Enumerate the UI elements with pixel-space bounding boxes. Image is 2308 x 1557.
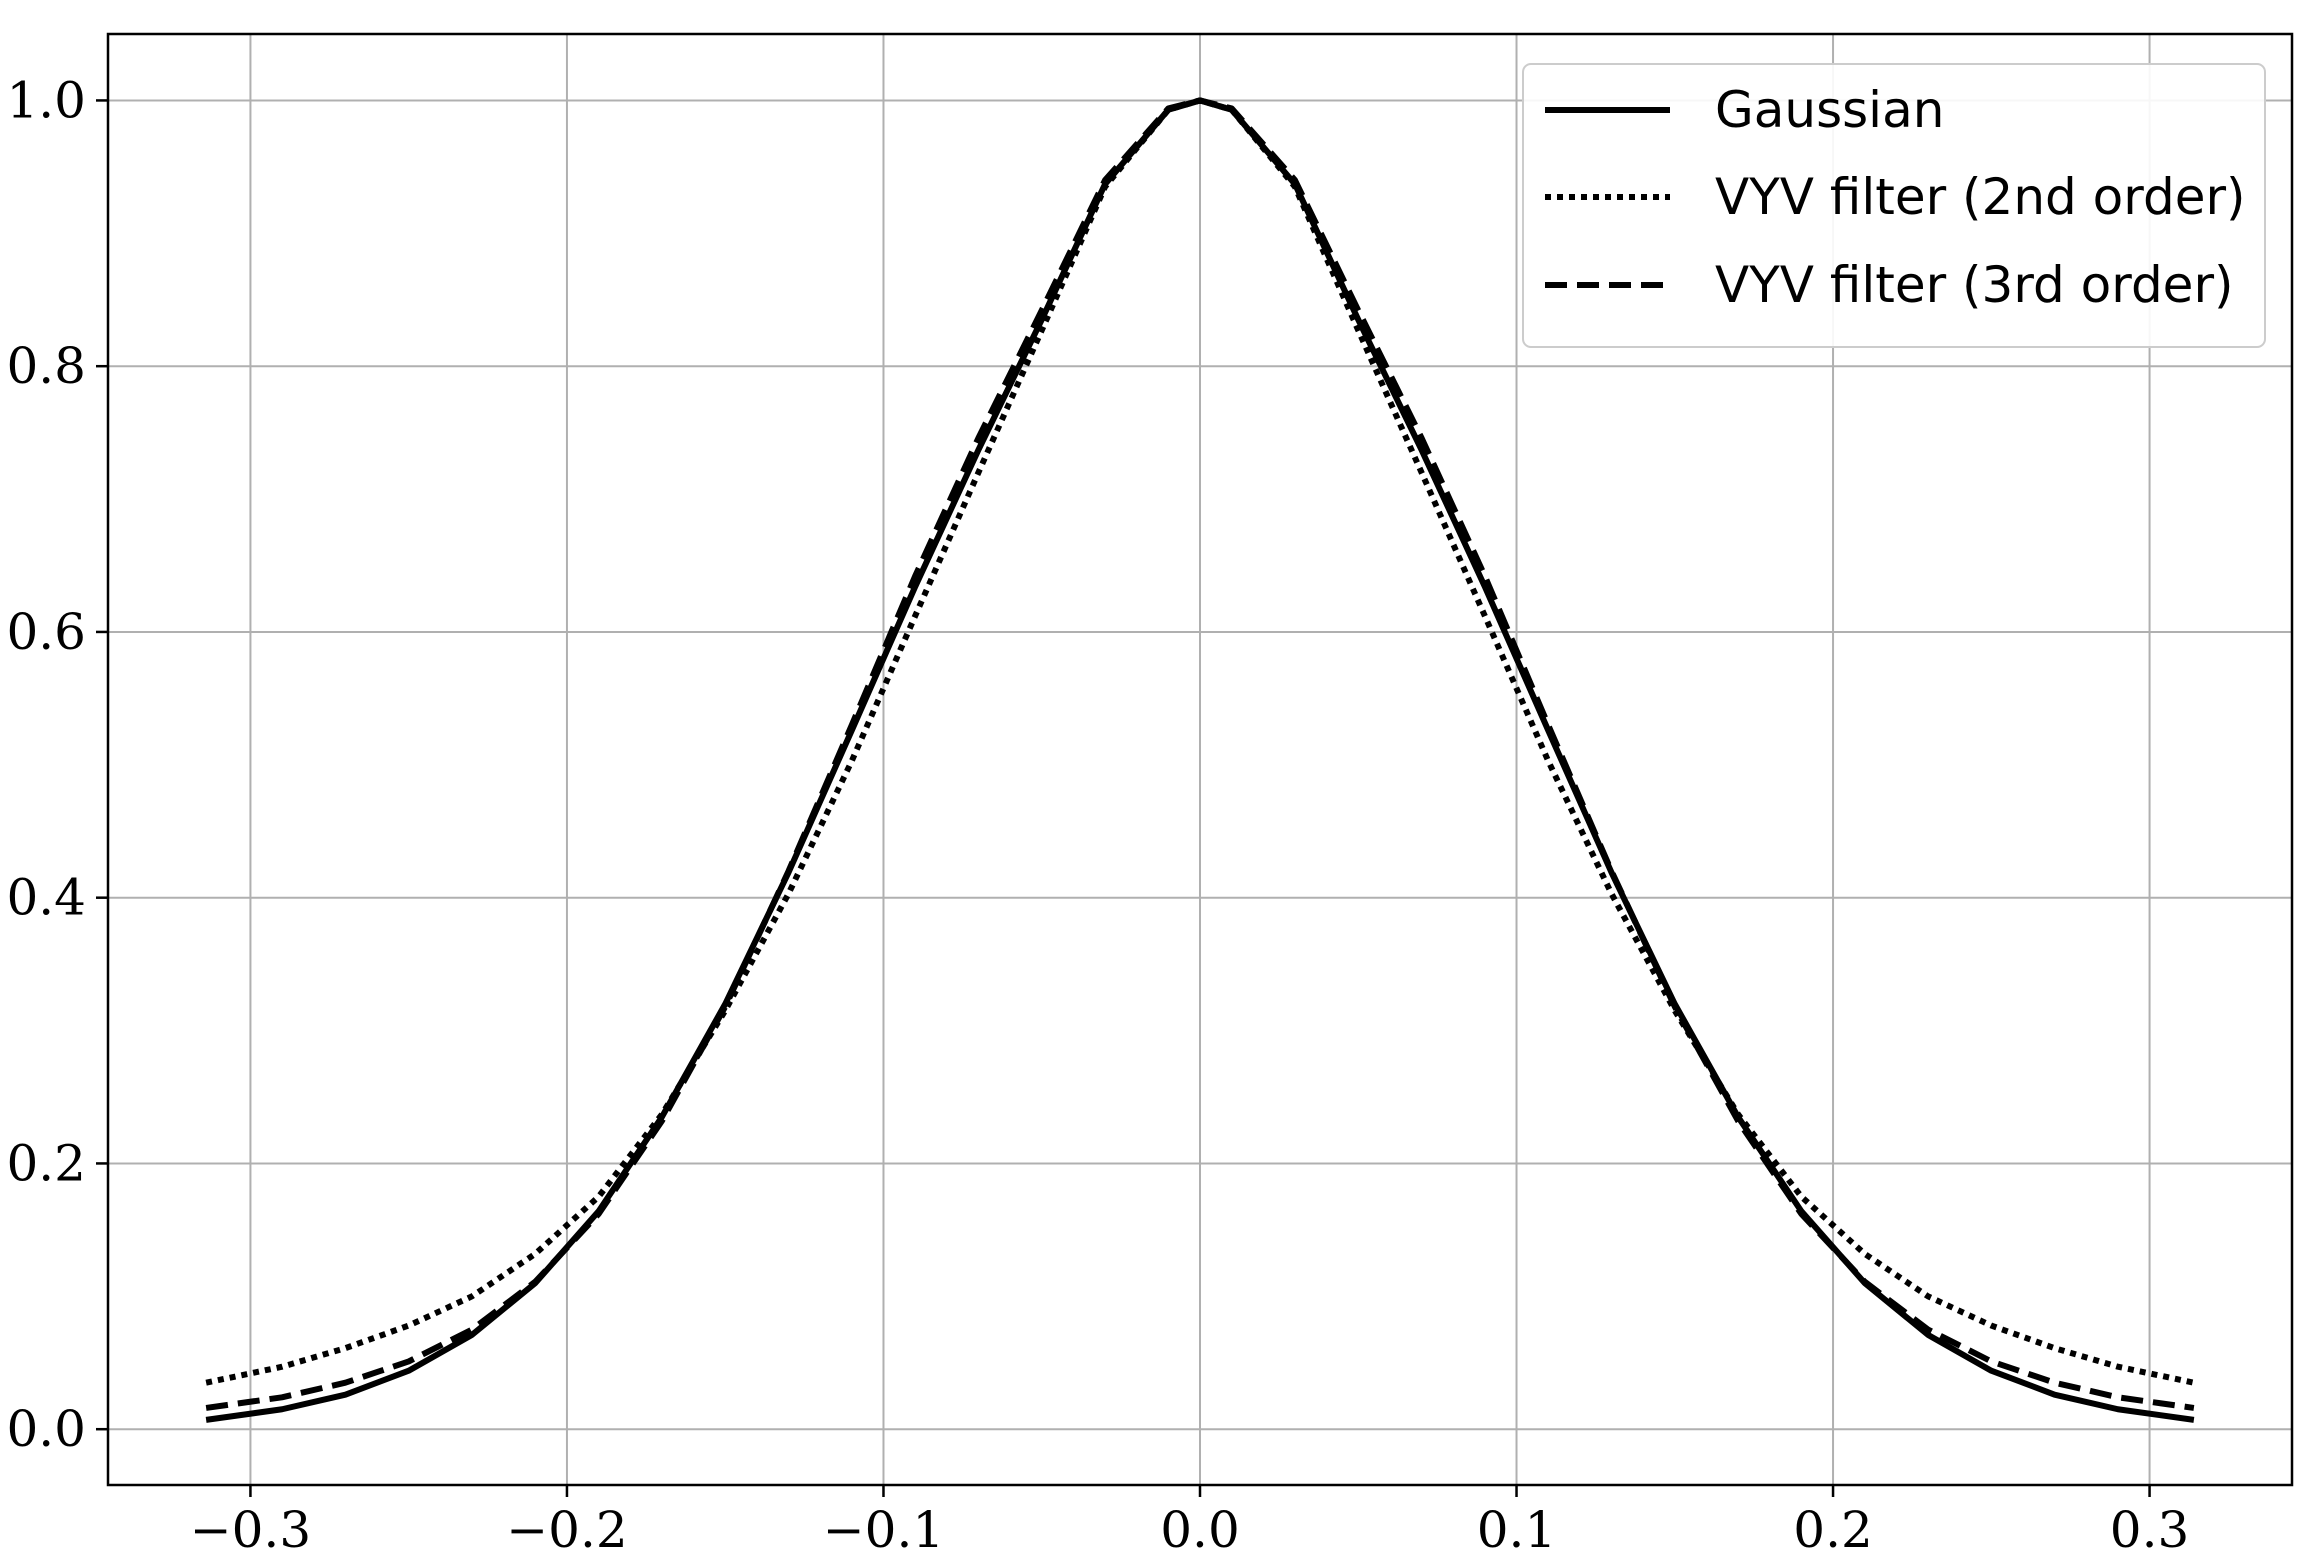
- y-tick-label: 0.2: [6, 1134, 86, 1192]
- legend-label-3: VYV filter (3rd order): [1715, 256, 2234, 314]
- legend-box: [1522, 63, 2266, 348]
- series-line-3: [205, 97, 2195, 1411]
- legend-entry-1: Gaussian: [1545, 81, 1944, 139]
- legend: Gaussian VYV filter (2nd order) VYV filt…: [1522, 63, 2266, 348]
- x-tick-label: 0.0: [1160, 1501, 1240, 1557]
- x-tick-label: −0.2: [506, 1501, 627, 1557]
- x-tick-label: 0.2: [1793, 1501, 1873, 1557]
- x-tick-label: 0.3: [2110, 1501, 2190, 1557]
- legend-entry-2: VYV filter (2nd order): [1545, 168, 2246, 226]
- y-tick-label: 1.0: [6, 71, 86, 129]
- series-lines: [205, 97, 2195, 1423]
- axis-ticks: −0.3 −0.2 −0.1 0.0 0.1 0.2 0.3 0.0 0.2 0.4 0.6 0.8 1…: [6, 71, 2189, 1557]
- y-tick-label: 0.6: [6, 603, 86, 661]
- legend-entry-3: VYV filter (3rd order): [1545, 256, 2234, 314]
- legend-label-2: VYV filter (2nd order): [1715, 168, 2246, 226]
- y-tick-label: 0.8: [6, 337, 86, 395]
- y-tick-label: 0.0: [6, 1400, 86, 1458]
- x-tick-label: −0.3: [190, 1501, 311, 1557]
- x-tick-label: −0.1: [823, 1501, 944, 1557]
- y-tick-label: 0.4: [6, 869, 86, 927]
- legend-label-1: Gaussian: [1715, 81, 1944, 139]
- x-tick-label: 0.1: [1477, 1501, 1557, 1557]
